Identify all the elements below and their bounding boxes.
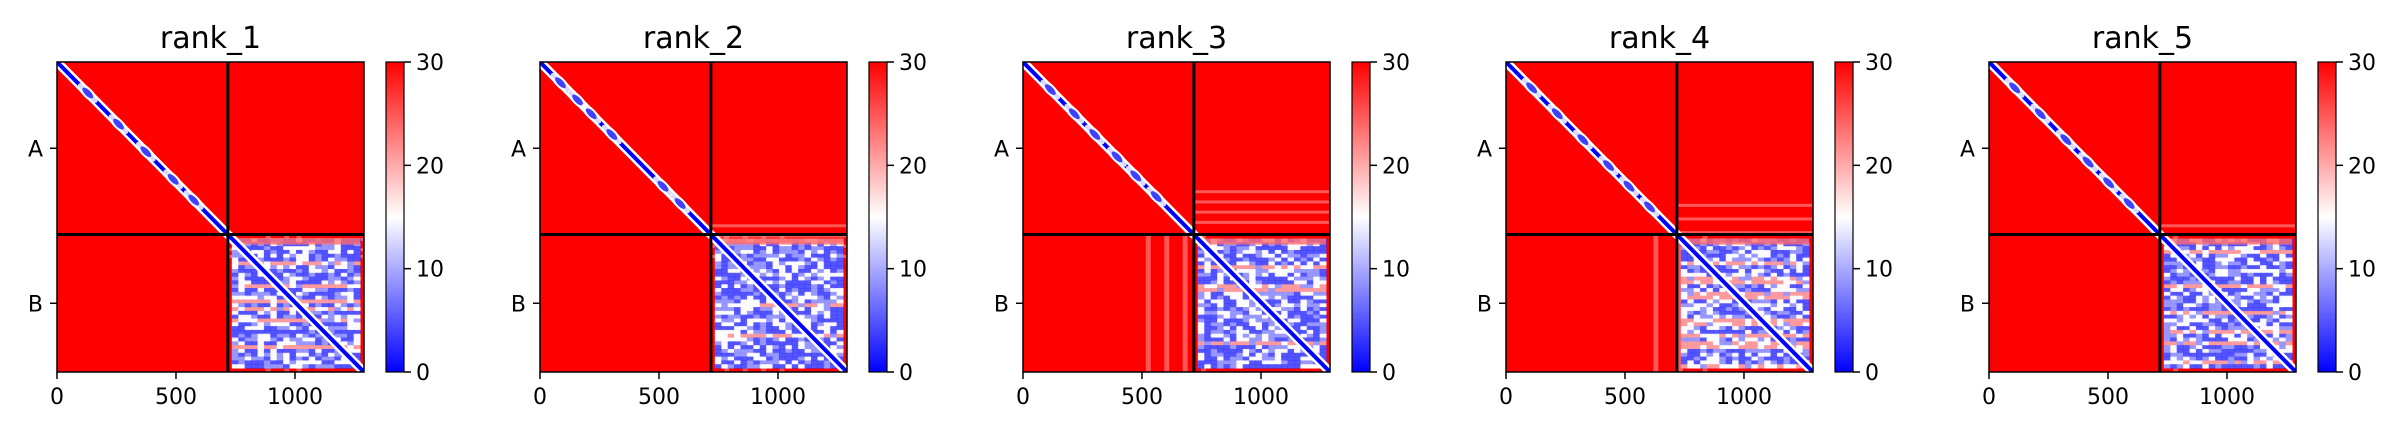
panel-3: rank_3 0 500 1000 A B 0 10 20 30 [994,21,1410,410]
heatmap [1506,62,1813,372]
heatmap [540,62,847,372]
chart-title: rank_1 [160,21,261,56]
colorbar-tick-label: 10 [416,258,444,283]
colorbar-tick-label: 0 [2348,361,2362,386]
colorbar-tick-label: 0 [1382,361,1396,386]
offdiag-stripe [1676,203,1813,207]
x-tick-label: 1000 [750,385,806,410]
colorbar [1834,61,1854,373]
axes-frame [56,61,365,373]
offdiag-stripe [710,224,847,228]
axes-frame [1988,61,2297,373]
offdiag-stripe [1676,231,1813,235]
y-tick-label: B [994,292,1009,317]
x-tick-label: 0 [1982,385,1996,410]
heatmap [57,62,364,372]
heatmap [1023,62,1330,372]
chart-title: rank_4 [1609,21,1710,56]
colorbar [1351,61,1371,373]
y-tick-label: B [28,292,43,317]
y-tick-label: A [1477,137,1492,162]
panel-2: rank_2 0 500 1000 A B 0 10 20 30 [511,21,927,410]
offdiag-stripe [1677,234,1683,372]
chart-title: rank_3 [1126,21,1227,56]
x-tick-label: 500 [2087,385,2129,410]
offdiag-stripe [1193,190,1330,194]
panel-5: rank_5 0 500 1000 A B 0 10 20 30 [1960,21,2376,410]
colorbar-tick-label: 10 [899,258,927,283]
offdiag-stripe [1164,234,1170,372]
chart-title: rank_2 [643,21,744,56]
y-tick-label: A [28,137,43,162]
axes-frame [539,61,848,373]
axes-frame [1022,61,1331,373]
y-tick-label: A [511,137,526,162]
x-tick-label: 1000 [1716,385,1772,410]
y-tick-label: A [1960,137,1975,162]
y-tick-label: B [1960,292,1975,317]
colorbar-tick-label: 30 [1382,51,1410,76]
x-tick-label: 0 [1499,385,1513,410]
x-tick-label: 500 [1121,385,1163,410]
x-tick-label: 0 [533,385,547,410]
colorbar-tick-label: 20 [416,154,444,179]
y-tick-label: A [994,137,1009,162]
offdiag-stripe [1676,217,1813,221]
colorbar-tick-label: 20 [899,154,927,179]
colorbar-tick-label: 30 [899,51,927,76]
colorbar [868,61,888,373]
x-tick-label: 1000 [267,385,323,410]
chart-title: rank_5 [2092,21,2193,56]
colorbar-tick-label: 20 [1865,154,1893,179]
x-tick-label: 1000 [1233,385,1289,410]
offdiag-stripe [1193,220,1330,224]
offdiag-stripe [1182,234,1188,372]
colorbar [385,61,405,373]
y-tick-label: B [511,292,526,317]
offdiag-stripe [1145,234,1151,372]
colorbar-tick-label: 10 [1382,258,1410,283]
offdiag-stripe [1193,210,1330,214]
panel-1: rank_1 0 500 1000 A B 0 10 20 30 [28,21,444,410]
colorbar-tick-label: 30 [2348,51,2376,76]
x-tick-label: 0 [1016,385,1030,410]
colorbar-tick-label: 0 [899,361,913,386]
colorbar [2317,61,2337,373]
offdiag-stripe [1653,234,1659,372]
y-tick-label: B [1477,292,1492,317]
axes-frame [1505,61,1814,373]
x-tick-label: 500 [1604,385,1646,410]
heatmap [1989,62,2296,372]
x-tick-label: 0 [50,385,64,410]
colorbar-tick-label: 10 [2348,258,2376,283]
diagonal [57,62,364,372]
offdiag-stripe [2159,224,2296,228]
x-tick-label: 500 [638,385,680,410]
colorbar-tick-label: 0 [1865,361,1879,386]
offdiag-stripe [1193,200,1330,204]
colorbar-tick-label: 0 [416,361,430,386]
colorbar-tick-label: 30 [416,51,444,76]
colorbar-tick-label: 20 [2348,154,2376,179]
x-tick-label: 1000 [2199,385,2255,410]
colorbar-tick-label: 20 [1382,154,1410,179]
x-tick-label: 500 [155,385,197,410]
panel-4: rank_4 0 500 1000 A B 0 10 20 30 [1477,21,1893,410]
colorbar-tick-label: 30 [1865,51,1893,76]
colorbar-tick-label: 10 [1865,258,1893,283]
